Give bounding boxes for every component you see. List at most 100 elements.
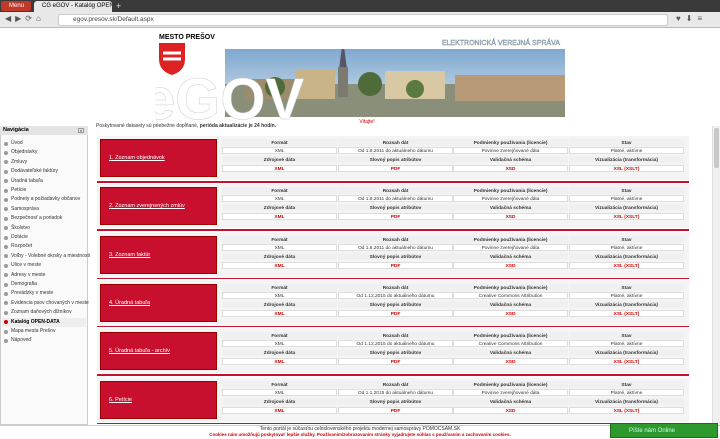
cell-value: XML	[222, 340, 337, 348]
scrollbar[interactable]	[712, 126, 720, 425]
navigation-title: Navigácia	[0, 126, 88, 135]
nav-item[interactable]: Ulice v meste	[11, 262, 42, 269]
nav-bullet	[4, 188, 8, 193]
nav-item[interactable]: Voľby - Volebné okrsky a miestnosti	[11, 252, 90, 259]
dataset-title-box: 1. Zoznam objednávok	[100, 139, 217, 177]
dataset-title[interactable]: 5. Úradná tabuľa - archív	[109, 348, 170, 355]
intro-bold: perióda aktualizácie je 24 hodín.	[199, 123, 277, 129]
download-link[interactable]: XSD	[453, 309, 568, 317]
menu-button[interactable]: Menu	[1, 1, 31, 11]
nav-item[interactable]: Dotácie	[11, 234, 28, 240]
nav-bullet	[4, 263, 8, 268]
download-link[interactable]: XSD	[453, 165, 568, 172]
welcome: Vitajte!	[359, 119, 374, 125]
download-link[interactable]: XSL (XSLT)	[569, 165, 684, 172]
nav-item[interactable]: Objednávky	[11, 149, 38, 156]
nav-item[interactable]: Dodávateľské faktúry	[11, 168, 59, 175]
browser-icons[interactable]: ♥⬇≡	[676, 14, 708, 23]
nav-bullet	[4, 235, 8, 240]
download-link[interactable]: XML	[222, 261, 337, 269]
column-header: Vizualizácia (transformácia)	[569, 349, 684, 357]
column-header: Rozsah dát	[338, 283, 453, 291]
download-link[interactable]: XSD	[453, 213, 568, 221]
nav-bullet	[4, 197, 8, 202]
dataset-title[interactable]: 3. Zoznam faktúr	[109, 251, 151, 258]
download-link[interactable]: XML	[222, 406, 337, 414]
nav-bullet	[4, 150, 8, 155]
browser-tab[interactable]: CG eGOV - Katalóg OPEN	[34, 1, 112, 12]
nav-item[interactable]: Adresy v meste	[11, 271, 46, 278]
download-link[interactable]: XML	[222, 213, 337, 221]
download-link[interactable]: XML	[222, 358, 337, 366]
cell-value: Od 1.8.2011 do aktuálneho dátumu	[338, 195, 453, 203]
tagline: ELEKTRONICKÁ VEREJNÁ SPRÁVA	[442, 38, 560, 47]
nav-item[interactable]: Školstvo	[11, 224, 30, 231]
column-header: Podmienky používania (licencie)	[453, 235, 568, 243]
download-link[interactable]: XSL (XSLT)	[569, 406, 684, 414]
download-link[interactable]: PDF	[338, 309, 453, 317]
column-header: Vizualizácia (transformácia)	[569, 300, 684, 308]
cell-value: Povinne zverejňované dáta	[453, 388, 568, 396]
column-header: Stav	[569, 139, 684, 146]
column-header: Podmienky používania (licencie)	[453, 187, 568, 195]
download-link[interactable]: PDF	[338, 358, 453, 366]
dataset-title-box: 5. Úradná tabuľa - archív	[100, 332, 217, 371]
nav-item[interactable]: Rozpočet	[11, 243, 33, 250]
download-link[interactable]: PDF	[338, 165, 453, 172]
cell-value: Creative Commons Attribution	[453, 291, 568, 299]
cell-value: Povinne zverejňované dáta	[453, 243, 568, 251]
nav-item[interactable]: Úvod	[11, 140, 23, 146]
dataset-title[interactable]: 6. Petície	[109, 396, 132, 403]
nav-item[interactable]: Petície	[11, 187, 27, 193]
download-link[interactable]: PDF	[338, 213, 453, 221]
nav-bullet	[4, 310, 8, 315]
download-link[interactable]: XSD	[453, 406, 568, 414]
column-header: Validačná schéma	[453, 156, 568, 163]
collapse-button[interactable]: «	[78, 128, 84, 133]
nav-bullet	[4, 301, 8, 306]
cell-value: Od 1.1.2015 do aktuálneho dátumu	[338, 388, 453, 396]
column-header: Stav	[569, 332, 684, 340]
column-header: Rozsah dát	[338, 187, 453, 195]
nav-item[interactable]: Evidencia psov chovaných v meste	[11, 299, 89, 306]
column-header: Rozsah dát	[338, 332, 453, 340]
nav-item[interactable]: Zmluvy	[11, 158, 28, 165]
download-link[interactable]: XSD	[453, 261, 568, 269]
column-header: Stav	[569, 235, 684, 243]
nav-item[interactable]: Bezpečnosť a poriadok	[11, 215, 63, 222]
download-link[interactable]: XSD	[453, 358, 568, 366]
download-link[interactable]: XSL (XSLT)	[569, 358, 684, 366]
dataset-title[interactable]: 1. Zoznam objednávok	[109, 155, 165, 161]
nav-item[interactable]: Úradná tabuľa	[11, 177, 43, 184]
download-link[interactable]: XML	[222, 309, 337, 317]
chat-button[interactable]: Píšte nám Online	[610, 423, 718, 438]
nav-item[interactable]: Nápoveď	[11, 337, 32, 344]
cell-value: Platné, aktívne	[569, 195, 684, 203]
download-link[interactable]: XSL (XSLT)	[569, 261, 684, 269]
column-header: Formát	[222, 332, 337, 340]
nav-buttons[interactable]: ◀▶⟳⌂	[5, 14, 45, 23]
nav-item[interactable]: Demografia	[11, 281, 37, 287]
nav-item-active[interactable]: Katalóg OPEN-DATA	[2, 317, 86, 327]
nav-bullet	[4, 244, 8, 249]
download-link[interactable]: PDF	[338, 406, 453, 414]
banner: MESTO PREŠOV ELEKTRONICKÁ VEREJNÁ SPRÁVA…	[155, 29, 565, 125]
column-header: Slovný popis atribútov	[338, 156, 453, 163]
download-link[interactable]: PDF	[338, 261, 453, 269]
nav-item[interactable]: Prevádzky v meste	[11, 290, 54, 297]
download-link[interactable]: XSL (XSLT)	[569, 213, 684, 221]
nav-bullet	[4, 179, 8, 184]
download-link[interactable]: XML	[222, 165, 337, 172]
download-link[interactable]: XSL (XSLT)	[569, 309, 684, 317]
url-bar[interactable]: egov.presov.sk/Default.aspx	[58, 14, 668, 26]
nav-item[interactable]: Samospráva	[11, 205, 40, 212]
nav-item[interactable]: Podnety a požiadavky občanov	[11, 196, 81, 203]
nav-item[interactable]: Zoznam daňových dlžníkov	[11, 309, 72, 316]
dataset-title[interactable]: 4. Úradná tabuľa	[109, 299, 151, 306]
dataset-title[interactable]: 2. Zoznam zverejnených zmlúv	[109, 203, 185, 210]
separator	[97, 229, 689, 231]
column-header: Zdrojové dáta	[222, 156, 337, 163]
column-header: Podmienky používania (licencie)	[453, 332, 568, 340]
nav-item[interactable]: Mapa mesta Prešov	[11, 328, 56, 334]
new-tab[interactable]: +	[116, 1, 122, 11]
